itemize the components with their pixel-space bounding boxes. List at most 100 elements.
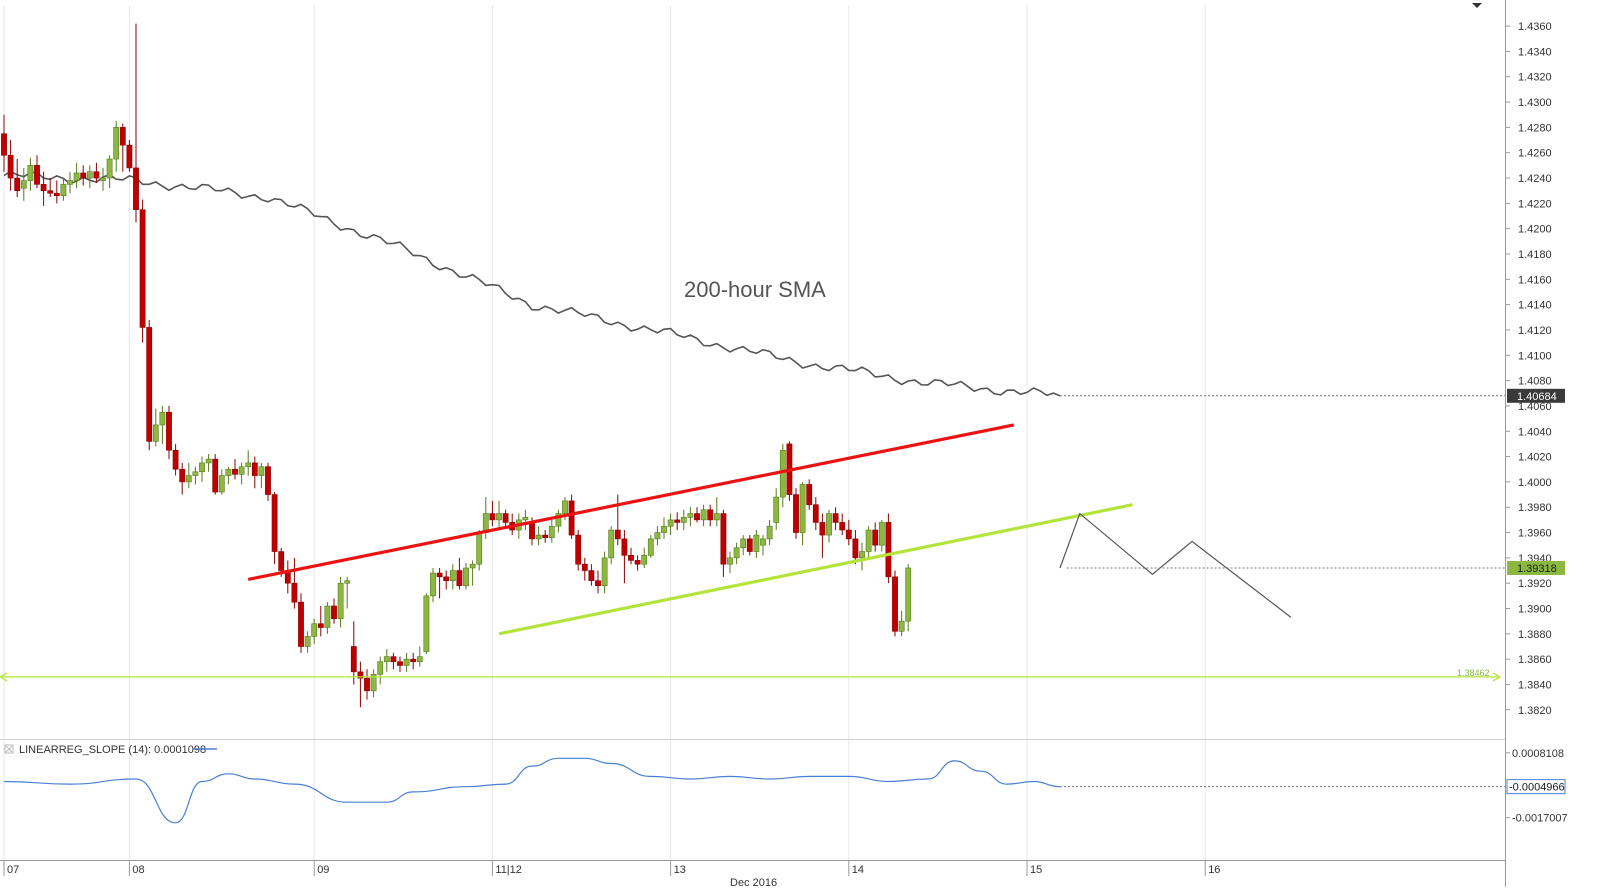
date-label: 09: [317, 864, 329, 876]
candle-body: [601, 557, 608, 587]
candle-body: [826, 513, 832, 536]
candle-body: [707, 509, 714, 521]
price-tick-label: 1.4180: [1518, 249, 1552, 261]
current-price-marker: [1507, 561, 1565, 575]
candle-body: [746, 538, 753, 552]
price-tick-label: 1.4300: [1518, 97, 1552, 109]
candle-body: [383, 656, 390, 662]
sma-200-line: [3, 170, 1061, 397]
candle-body: [463, 567, 469, 587]
candle-body: [192, 471, 199, 476]
candle-body: [146, 327, 153, 442]
price-tick-label: 1.4320: [1518, 72, 1552, 84]
candle-body: [634, 560, 641, 565]
support-trendline: [498, 503, 1133, 636]
candle-body: [364, 677, 370, 692]
candle-body: [898, 620, 905, 632]
price-tick-label: 1.4140: [1518, 300, 1552, 312]
overlays-layer: 1.38462: [0, 423, 1505, 682]
indicator-tick-label: -0.0017007: [1512, 813, 1568, 825]
candle-body: [469, 563, 476, 569]
date-label: 11|12: [495, 864, 522, 876]
sma-label: 200-hour SMA: [684, 277, 826, 302]
candle-body: [647, 538, 654, 556]
price-tick-label: 1.4000: [1518, 477, 1552, 489]
candle-body: [100, 177, 106, 181]
candle-body: [93, 171, 100, 179]
indicator-value-label: -0.0004966: [1509, 782, 1565, 794]
price-tick-label: 1.4340: [1518, 46, 1552, 58]
candle-body: [179, 468, 186, 483]
candle-body: [53, 192, 60, 197]
price-tick-label: 1.4360: [1518, 21, 1552, 33]
candle-body: [661, 525, 667, 533]
candle-body: [628, 555, 634, 561]
price-tick-label: 1.4100: [1518, 350, 1552, 362]
candle-body: [238, 466, 245, 475]
candle-body: [812, 504, 819, 523]
candle-body: [608, 529, 615, 559]
chevron-down-icon: [1472, 3, 1482, 8]
candle-body: [34, 165, 40, 185]
candle-body: [700, 509, 707, 521]
indicator-layer: LINEARREG_SLOPE (14): 0.0001098 -0.000496…: [3, 744, 1568, 825]
candle-body: [614, 529, 621, 540]
candle-body: [588, 570, 595, 581]
date-label: 13: [674, 864, 686, 876]
candle-body: [733, 547, 740, 559]
candle-body: [304, 636, 311, 647]
candle-body: [212, 458, 219, 493]
candle-body: [172, 449, 179, 470]
price-tick-label: 1.4040: [1518, 426, 1552, 438]
price-tick-label: 1.3860: [1518, 654, 1552, 666]
axes-layer: 1.4360 1.4340 1.4320 1.4300 1.4280 1.4260 1.42…: [0, 0, 1552, 889]
candle-body: [311, 623, 318, 637]
candle-body: [621, 538, 628, 556]
sma-value-marker: [1507, 388, 1565, 403]
candle-body: [779, 449, 786, 498]
price-tick-label: 1.3980: [1518, 502, 1552, 514]
candle-body: [859, 551, 865, 559]
candle-body: [423, 595, 430, 652]
candle-body: [126, 144, 133, 169]
candle-body: [799, 484, 806, 533]
candle-body: [641, 555, 648, 565]
indicator-value-marker: [1506, 779, 1566, 795]
price-tick-label: 1.3840: [1518, 679, 1552, 691]
candle-body: [199, 462, 205, 473]
candle-body: [159, 411, 166, 426]
candle-body: [152, 424, 159, 442]
candle-body: [324, 605, 331, 628]
candle-body: [344, 580, 351, 584]
candle-body: [185, 475, 192, 483]
sma-layer: 200-hour SMA: [3, 170, 1505, 397]
price-tick-label: 1.4120: [1518, 325, 1552, 337]
candle-body: [119, 127, 126, 146]
price-tick-label: 1.4160: [1518, 274, 1552, 286]
candle-body: [766, 525, 773, 540]
price-tick-label: 1.4280: [1518, 122, 1552, 134]
candle-body: [548, 525, 555, 538]
close-icon: [5, 745, 13, 753]
candle-body: [793, 494, 799, 533]
candle-body: [430, 572, 436, 597]
candle-body: [476, 532, 483, 565]
candle-body: [575, 534, 582, 565]
candle-body: [86, 171, 93, 179]
price-tick-label: 1.3960: [1518, 528, 1552, 540]
candle-body: [905, 567, 912, 622]
slope-line: [3, 757, 1061, 824]
candle-body: [687, 513, 694, 518]
candle-body: [713, 513, 720, 521]
arrow-right-icon: [1492, 672, 1501, 682]
candle-body: [667, 519, 674, 527]
sma-value-label: 1.40684: [1517, 391, 1557, 403]
arrow-left-icon: [0, 672, 8, 682]
candle-body: [680, 517, 687, 523]
candle-body: [522, 517, 529, 521]
candle-body: [654, 532, 661, 540]
candle-body: [258, 466, 265, 476]
candle-body: [449, 570, 456, 581]
candle-body: [271, 494, 278, 552]
candle-body: [370, 674, 377, 692]
